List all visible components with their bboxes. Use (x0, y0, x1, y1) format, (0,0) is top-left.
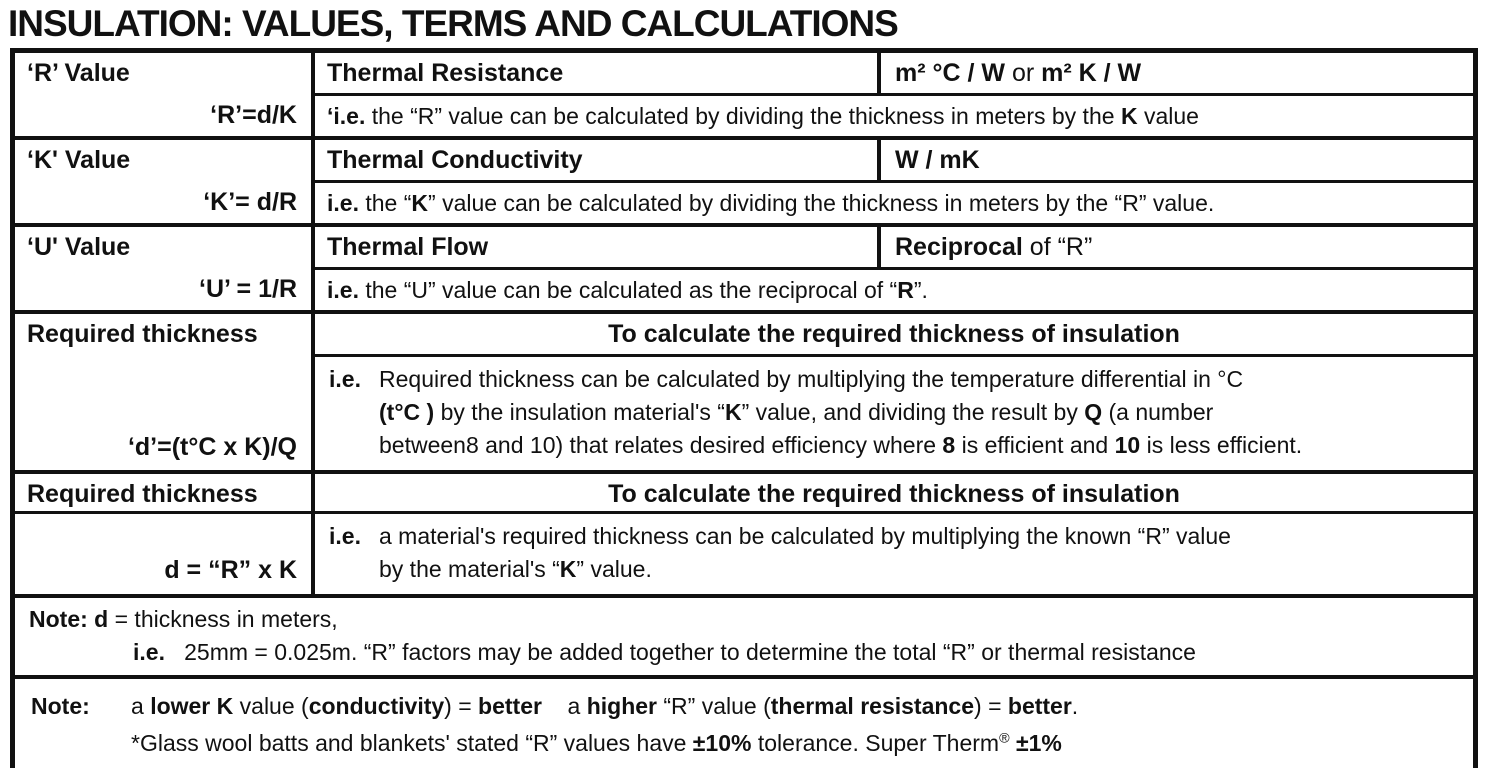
u-value-formula: ‘U’ = 1/R (199, 275, 297, 303)
required-thickness-1-section: Required thickness ‘d’=(t°C x K)/Q To ca… (15, 314, 1473, 474)
k-value-term: ‘K' Value (27, 146, 131, 174)
text-line: between8 and 10) that relates desired ef… (379, 432, 1303, 458)
required-thickness-2-header-row: Required thickness To calculate the requ… (15, 474, 1473, 514)
note-comparison-line1: a lower K value (conductivity) = better … (131, 693, 1079, 719)
required-thickness-1-term-cell: Required thickness ‘d’=(t°C x K)/Q (15, 314, 315, 470)
note-label: Note: (31, 693, 90, 719)
text-line: (t°C ) by the insulation material's “K” … (379, 399, 1214, 425)
required-thickness-2-body: i.e. a material's required thickness can… (315, 514, 1473, 594)
u-value-term-cell: ‘U' Value ‘U’ = 1/R (15, 227, 315, 310)
k-value-term-cell: ‘K' Value ‘K’= d/R (15, 140, 315, 223)
u-value-definition-row: Thermal Flow Reciprocal of “R” (315, 227, 1473, 267)
required-thickness-1-text: Required thickness can be calculated by … (379, 363, 1467, 462)
r-value-definition-row: Thermal Resistance m² °C / W or m² K / W (315, 53, 1473, 93)
r-value-definition: Thermal Resistance (315, 53, 881, 93)
r-value-formula: ‘R’=d/K (210, 101, 297, 129)
required-thickness-2-formula: d = “R” x K (15, 514, 315, 594)
page-title: INSULATION: VALUES, TERMS AND CALCULATIO… (8, 3, 899, 44)
required-thickness-2-section: Required thickness To calculate the requ… (15, 474, 1473, 598)
k-value-formula: ‘K’= d/R (203, 188, 297, 216)
k-value-units: W / mK (895, 145, 980, 174)
r-value-units: m² °C / W or m² K / W (895, 58, 1142, 87)
text-line: a material's required thickness can be c… (379, 523, 1231, 549)
required-thickness-1-right: To calculate the required thickness of i… (315, 314, 1473, 470)
required-thickness-1-formula: ‘d’=(t°C x K)/Q (127, 433, 297, 461)
required-thickness-2-header: To calculate the required thickness of i… (608, 479, 1180, 508)
r-value-section: ‘R’ Value ‘R’=d/K Thermal Resistance m² … (15, 53, 1473, 140)
required-thickness-1-header: To calculate the required thickness of i… (608, 319, 1180, 348)
k-value-note: i.e. the “K” value can be calculated by … (315, 180, 1473, 223)
note-comparison-section: Note: a lower K value (conductivity) = b… (15, 679, 1473, 768)
r-value-term: ‘R’ Value (27, 59, 130, 87)
k-value-definition-row: Thermal Conductivity W / mK (315, 140, 1473, 180)
r-value-right: Thermal Resistance m² °C / W or m² K / W… (315, 53, 1473, 136)
note-thickness-line1: Note: d = thickness in meters, (29, 606, 338, 632)
required-thickness-2-term: Required thickness (15, 474, 315, 514)
text-line: Required thickness can be calculated by … (379, 366, 1244, 392)
text-line: by the material's “K” value. (379, 556, 652, 582)
u-value-definition: Thermal Flow (315, 227, 881, 267)
note-comparison-line2: *Glass wool batts and blankets' stated “… (131, 730, 1062, 756)
required-thickness-1-body: i.e. Required thickness can be calculate… (315, 354, 1473, 470)
insulation-table: ‘R’ Value ‘R’=d/K Thermal Resistance m² … (10, 48, 1478, 768)
u-value-units: Reciprocal of “R” (895, 232, 1093, 261)
required-thickness-2-text: a material's required thickness can be c… (379, 520, 1467, 586)
u-value-term: ‘U' Value (27, 233, 131, 261)
u-value-note: i.e. the “U” value can be calculated as … (315, 267, 1473, 310)
note-thickness-section: Note: d = thickness in meters, i.e. 25mm… (15, 598, 1473, 679)
required-thickness-1-term: Required thickness (27, 320, 258, 348)
k-value-definition: Thermal Conductivity (315, 140, 881, 180)
k-value-section: ‘K' Value ‘K’= d/R Thermal Conductivity … (15, 140, 1473, 227)
required-thickness-2-body-row: d = “R” x K i.e. a material's required t… (15, 514, 1473, 594)
r-value-term-cell: ‘R’ Value ‘R’=d/K (15, 53, 315, 136)
ie-label: i.e. (329, 523, 361, 549)
k-value-right: Thermal Conductivity W / mK i.e. the “K”… (315, 140, 1473, 223)
note-thickness-line2: i.e. 25mm = 0.025m. “R” factors may be a… (133, 639, 1196, 665)
u-value-right: Thermal Flow Reciprocal of “R” i.e. the … (315, 227, 1473, 310)
note-comparison-text: a lower K value (conductivity) = better … (131, 688, 1467, 762)
r-value-note: ‘i.e. the “R” value can be calculated by… (315, 93, 1473, 136)
u-value-section: ‘U' Value ‘U’ = 1/R Thermal Flow Recipro… (15, 227, 1473, 314)
ie-label: i.e. (329, 366, 361, 392)
